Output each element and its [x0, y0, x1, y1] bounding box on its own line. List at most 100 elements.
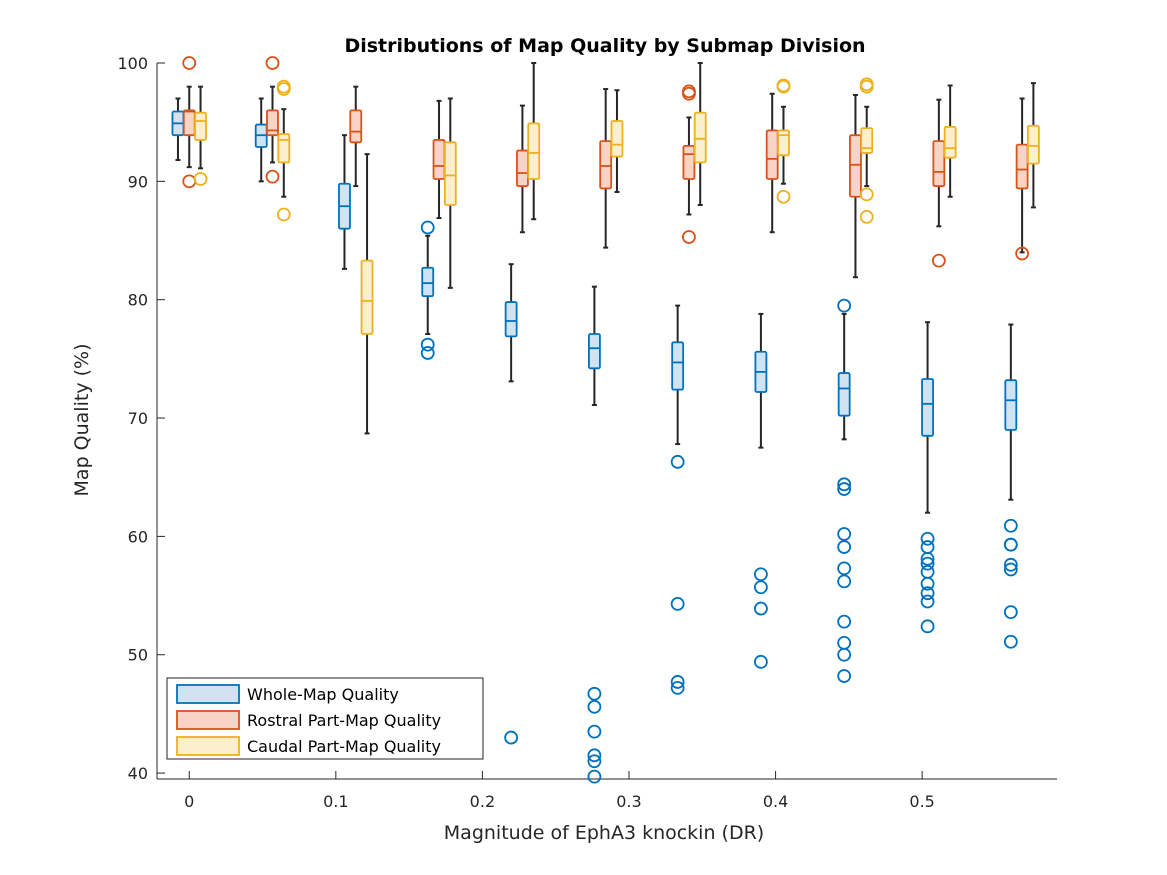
box-iqr [921, 378, 934, 437]
box [193, 85, 208, 186]
outlier-point [837, 647, 852, 662]
outlier-point [837, 540, 852, 554]
box [254, 97, 268, 183]
box-iqr [1015, 143, 1029, 190]
box [849, 93, 862, 279]
outlier-point [587, 724, 602, 739]
box [1003, 323, 1018, 649]
box-iqr [682, 144, 696, 180]
x-tick-label: 0.1 [323, 792, 348, 811]
box-iqr [610, 120, 624, 158]
outlier-point [837, 669, 852, 683]
box-iqr [765, 129, 779, 180]
outlier-point [837, 477, 852, 492]
box-iqr [943, 126, 957, 159]
x-tick-label: 0.2 [470, 792, 495, 811]
outlier-point [920, 551, 935, 566]
outlier-point [837, 574, 852, 589]
box-iqr [1004, 379, 1018, 431]
box-iqr [443, 141, 457, 206]
box [338, 134, 351, 270]
box [920, 321, 935, 634]
box [754, 312, 768, 669]
box-iqr [1027, 124, 1040, 165]
box-iqr [599, 140, 613, 190]
outlier-point [587, 769, 602, 784]
outlier-point [920, 556, 935, 571]
box [587, 285, 602, 784]
box [1015, 97, 1030, 261]
outlier-point [776, 79, 791, 94]
y-tick-label: 40 [128, 764, 148, 783]
outlier-point [1003, 634, 1018, 649]
box [943, 84, 957, 198]
outlier-point [587, 699, 602, 714]
outlier-point [587, 748, 602, 763]
outlier-point [920, 586, 935, 601]
box-iqr [182, 109, 196, 137]
outlier-point [265, 56, 280, 70]
box-iqr [849, 134, 862, 198]
box [527, 62, 541, 221]
legend-swatch [176, 684, 240, 704]
box [765, 92, 779, 234]
outlier-point [754, 654, 768, 669]
outlier-point [837, 298, 852, 313]
series-3 [193, 62, 1040, 435]
box [360, 153, 374, 435]
outlier-point [193, 172, 208, 186]
x-tick-label: 0 [184, 792, 194, 811]
x-tick-label: 0.3 [616, 792, 641, 811]
box [1027, 82, 1040, 209]
box-iqr [277, 133, 291, 164]
outlier-point [776, 189, 791, 204]
outlier-point [670, 596, 685, 611]
outlier-point [920, 594, 935, 609]
outlier-point [837, 527, 852, 541]
outlier-point [859, 187, 874, 202]
outlier-point [931, 253, 946, 268]
box [276, 79, 291, 222]
outlier-point [670, 675, 685, 689]
box-iqr [777, 129, 790, 157]
outlier-point [920, 619, 935, 634]
x-axis-label: Magnitude of EphA3 knockin (DR) [444, 822, 764, 844]
y-tick-label: 80 [128, 291, 148, 310]
box [931, 98, 946, 268]
box-iqr [693, 111, 707, 164]
outlier-point [1003, 537, 1018, 552]
y-tick-label: 90 [128, 172, 148, 191]
outlier-point [276, 207, 291, 222]
outlier-point [837, 482, 852, 496]
legend-label: Caudal Part-Map Quality [247, 737, 441, 756]
outlier-point [754, 567, 768, 582]
outlier-point [754, 580, 768, 595]
box [776, 78, 791, 204]
axes: 0 0.1 0.2 0.3 0.4 0.5 40 50 60 70 80 90 100 [117, 54, 1057, 811]
outlier-point [920, 531, 935, 546]
y-tick-label: 50 [128, 646, 148, 665]
box-iqr [837, 372, 851, 417]
y-axis-label: Map Quality (%) [71, 344, 93, 497]
box [349, 85, 363, 188]
outlier-point [420, 346, 435, 360]
outlier-point [754, 601, 768, 616]
outlier-point [276, 82, 291, 96]
box [859, 77, 874, 224]
legend-label: Rostral Part-Map Quality [247, 711, 441, 730]
outlier-point [859, 79, 874, 94]
box-series [171, 56, 1040, 784]
outlier-point [837, 561, 852, 576]
box [837, 298, 852, 683]
box-iqr [516, 149, 529, 187]
x-tick-label: 0.5 [909, 792, 934, 811]
box [420, 220, 435, 360]
outlier-point [587, 686, 602, 701]
box [599, 88, 613, 249]
outlier-point [859, 209, 874, 224]
box-iqr [360, 259, 374, 335]
outlier-point [1015, 246, 1030, 261]
box-iqr [860, 127, 874, 154]
box [443, 97, 457, 289]
outlier-point [837, 614, 852, 629]
